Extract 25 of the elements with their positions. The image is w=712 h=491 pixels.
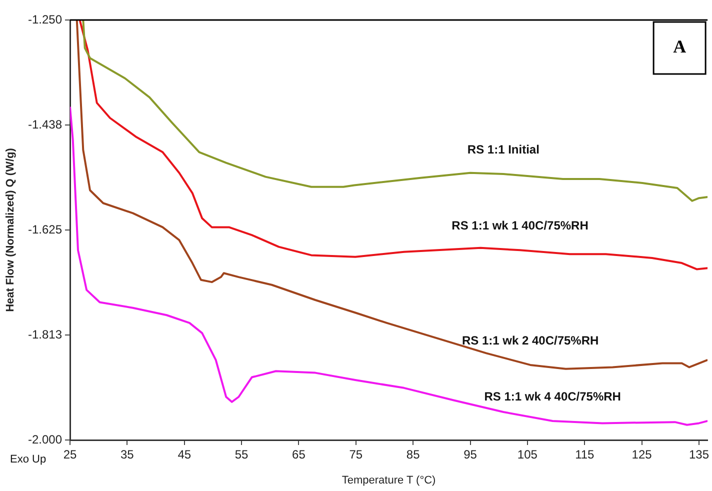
annotation: A (673, 36, 686, 57)
x-tick-label: 135 (688, 448, 710, 462)
y-tick-label: -1.250 (28, 12, 62, 26)
x-tick-label: 75 (349, 448, 363, 462)
y-tick-label: -1.625 (28, 222, 62, 236)
y-tick-label: -1.813 (28, 327, 62, 342)
series-label: RS 1:1 wk 4 40C/75%RH (484, 389, 621, 404)
x-tick-label: 95 (464, 448, 478, 462)
series-label: RS 1:1 wk 2 40C/75%RH (462, 333, 599, 348)
y-tick-label: -1.438 (28, 117, 62, 132)
x-tick-label: 45 (178, 448, 192, 462)
x-tick-label: 25 (63, 448, 77, 462)
x-axis-title: Temperature T (°C) (342, 474, 436, 486)
y-axis-title: Heat Flow (Normalized) Q (W/g) (4, 148, 17, 312)
series-label: RS 1:1 wk 1 40C/75%RH (452, 218, 588, 232)
y-tick-label: -2.000 (28, 432, 62, 446)
x-tick-label: 105 (517, 448, 538, 462)
x-tick-label: 35 (120, 448, 134, 462)
x-tick-label: 115 (575, 448, 595, 462)
series-label: RS 1:1 Initial (467, 142, 540, 156)
x-tick-label: 125 (632, 448, 652, 462)
text: Exo Up (10, 454, 46, 466)
x-tick-label: 65 (292, 448, 306, 462)
x-tick-label: 85 (406, 448, 420, 462)
x-tick-label: 55 (234, 448, 249, 462)
